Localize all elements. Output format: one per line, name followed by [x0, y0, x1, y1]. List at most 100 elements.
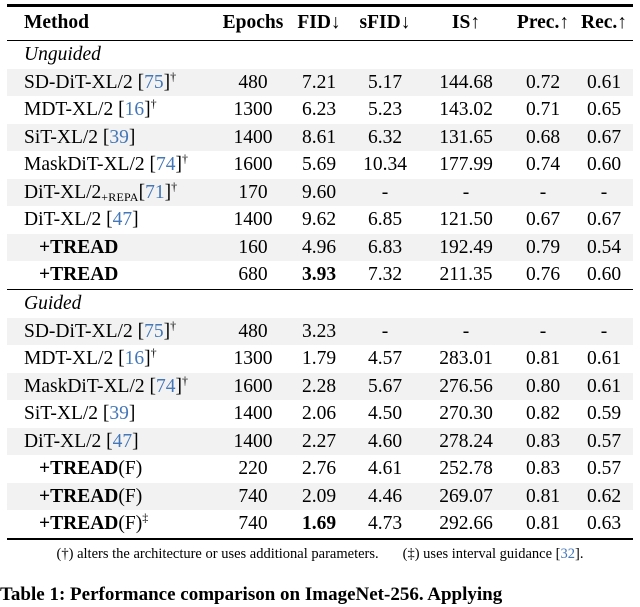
value-cell: 1400: [233, 126, 273, 148]
method-name: SiT-XL/2: [24, 126, 99, 148]
citation-link[interactable]: 47: [112, 430, 133, 452]
column-header-is: IS↑: [451, 12, 481, 34]
citation-link[interactable]: 75: [144, 71, 164, 93]
value-cell: 2.27: [301, 430, 337, 452]
section-label-row: Guided: [7, 290, 633, 318]
value-cell: 6.23: [301, 99, 337, 120]
method-name: MDT-XL/2: [24, 99, 114, 120]
method-name: +TREAD: [39, 264, 119, 285]
value-cell: 3.93: [301, 264, 337, 285]
citation-link[interactable]: 16: [124, 99, 145, 120]
value-cell: 4.60: [367, 430, 403, 452]
method-name: +TREAD: [39, 485, 119, 507]
value-cell: 0.57: [586, 458, 622, 479]
value-cell: 0.60: [586, 264, 622, 285]
method-name: SD-DiT-XL/2: [24, 71, 133, 93]
value-cell: 6.83: [367, 236, 403, 258]
value-cell: 283.01: [439, 348, 493, 369]
dagger-marker: †: [150, 96, 157, 111]
value-cell: 1600: [233, 375, 273, 397]
value-cell: 0.71: [525, 99, 561, 120]
value-cell: 0.81: [525, 513, 561, 534]
citation-bracket: [: [132, 320, 145, 342]
table-section-guided: Guided SD-DiT-XL/2 [75]† 480 3.23- - - - MDT-XL…: [0, 290, 640, 538]
value-cell: 0.67: [586, 126, 622, 148]
value-cell: 0.61: [586, 375, 622, 397]
method-name: DiT-XL/2: [24, 181, 102, 203]
value-cell: -: [600, 181, 608, 203]
citation-bracket: [: [144, 154, 156, 175]
citation-link[interactable]: 75: [144, 320, 164, 342]
value-cell: 143.02: [439, 99, 493, 120]
value-cell: 1400: [233, 209, 273, 230]
value-cell: 0.68: [525, 126, 561, 148]
value-cell: 1400: [233, 430, 273, 452]
citation-link[interactable]: 74: [155, 375, 176, 397]
value-cell: 211.35: [439, 264, 493, 285]
value-cell: 740: [238, 485, 268, 507]
value-cell: -: [381, 320, 389, 342]
value-cell: 144.68: [439, 71, 493, 93]
citation-link[interactable]: 39: [109, 126, 129, 148]
column-header-sfid: sFID↓: [359, 12, 411, 34]
value-cell: 0.54: [586, 236, 622, 258]
dagger-marker: †: [150, 345, 157, 360]
value-cell: 0.57: [586, 430, 622, 452]
value-cell: 131.65: [439, 126, 493, 148]
table-footnote: (†) alters the architecture or uses addi…: [0, 544, 640, 564]
value-cell: 270.30: [439, 403, 493, 424]
value-cell: 1400: [233, 403, 273, 424]
citation-bracket: [: [132, 71, 145, 93]
citation-link[interactable]: 47: [112, 209, 133, 230]
value-cell: 160: [238, 236, 268, 258]
citation-link[interactable]: 16: [124, 348, 145, 369]
table-row: DiT-XL/2 [47] 1400 9.62 6.85 121.50 0.67 0.67: [7, 206, 633, 234]
value-cell: 5.23: [367, 99, 403, 120]
double-dagger-marker: ‡: [142, 510, 149, 525]
value-cell: 121.50: [439, 209, 493, 230]
value-cell: 0.76: [525, 264, 561, 285]
citation-bracket: ]: [163, 71, 171, 93]
value-cell: 0.81: [525, 348, 561, 369]
method-variant: (F): [118, 458, 143, 479]
method-cell: +TREAD: [7, 261, 217, 289]
method-cell: MDT-XL/2 [16]†: [7, 96, 217, 124]
dagger-marker: †: [181, 373, 188, 387]
footnote-ddagger-note-suffix: ].: [574, 546, 584, 562]
value-cell: 0.61: [586, 71, 622, 93]
method-name: +TREAD: [39, 513, 119, 534]
value-cell: 1300: [233, 348, 273, 369]
citation-link[interactable]: 32: [560, 546, 575, 562]
section-label: Unguided: [24, 44, 101, 65]
citation-link[interactable]: 71: [145, 181, 165, 203]
method-name: DiT-XL/2: [24, 430, 102, 452]
table-row: MaskDiT-XL/2 [74]† 1600 2.28 5.67 276.56 0.80…: [7, 372, 633, 400]
table-section-unguided: Unguided SD-DiT-XL/2 [75]† 480 7.21 5.17 144.…: [0, 41, 640, 289]
value-cell: 0.79: [525, 236, 561, 258]
value-cell: 5.17: [367, 71, 403, 93]
value-cell: 680: [238, 264, 268, 285]
value-cell: 0.59: [586, 403, 622, 424]
citation-link[interactable]: 74: [155, 154, 176, 175]
citation-bracket: [: [98, 403, 110, 424]
citation-bracket: [: [101, 209, 113, 230]
value-cell: 740: [238, 513, 268, 534]
table-row: MaskDiT-XL/2 [74]† 1600 5.69 10.34 177.99 0.7…: [7, 151, 633, 179]
table-row: +TREAD(F) 740 2.09 4.46 269.07 0.81 0.62: [7, 482, 633, 510]
method-cell: DiT-XL/2+REPA[71]†: [7, 179, 217, 207]
value-cell: 1600: [233, 154, 273, 175]
table-rule-below-header: [7, 39, 633, 41]
value-cell: 177.99: [439, 154, 493, 175]
footnote-dagger-note: (†) alters the architecture or uses addi…: [56, 546, 379, 562]
value-cell: 269.07: [439, 485, 493, 507]
value-cell: -: [381, 181, 389, 203]
value-cell: 278.24: [439, 430, 493, 452]
method-variant: (F): [118, 513, 143, 534]
citation-bracket: [: [98, 126, 110, 148]
value-cell: 0.83: [525, 458, 561, 479]
value-cell: 8.61: [301, 126, 337, 148]
value-cell: 276.56: [439, 375, 493, 397]
value-cell: 0.60: [586, 154, 622, 175]
citation-link[interactable]: 39: [109, 403, 129, 424]
value-cell: -: [462, 320, 470, 342]
